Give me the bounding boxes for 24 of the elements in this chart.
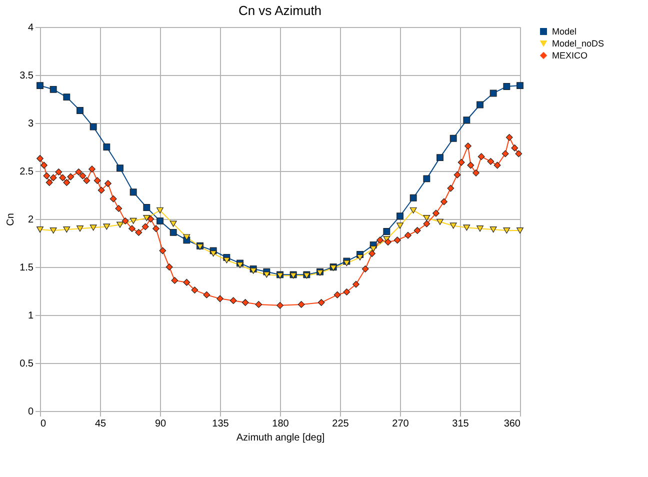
x-axis-title: Azimuth angle [deg]: [236, 432, 325, 444]
y-axis-title: Cn: [6, 213, 17, 226]
legend-label: MEXICO: [552, 50, 588, 60]
y-tick-label: 2: [28, 214, 34, 226]
y-tick-label: 2.5: [20, 166, 34, 178]
legend-label: Model_noDS: [552, 38, 604, 48]
x-tick-label: 225: [332, 418, 350, 430]
y-tick-label: 3.5: [20, 70, 34, 82]
y-tick-label: 3: [28, 118, 34, 130]
x-tick-label: 180: [272, 418, 290, 430]
y-tick-label: 0.5: [20, 358, 34, 370]
chart-title: Cn vs Azimuth: [238, 3, 322, 18]
x-tick-label: 360: [504, 418, 521, 430]
y-tick-label: 1: [28, 310, 34, 322]
legend-label: Model: [552, 26, 577, 36]
x-tick-label: 0: [40, 418, 46, 430]
y-tick-label: 1.5: [20, 262, 34, 274]
x-tick-label: 270: [392, 418, 410, 430]
y-tick-label: 4: [28, 22, 34, 34]
x-tick-label: 45: [94, 418, 106, 430]
x-tick-label: 135: [212, 418, 230, 430]
x-tick-label: 315: [452, 418, 470, 430]
y-tick-label: 0: [28, 406, 34, 418]
x-tick-label: 90: [154, 418, 166, 430]
